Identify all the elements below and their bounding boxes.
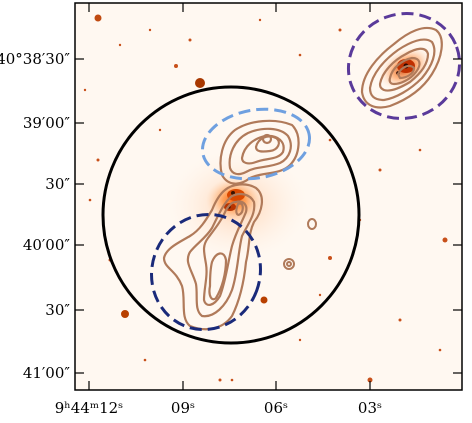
y-tick-label: 30″ bbox=[45, 301, 70, 319]
y-tick-label: 41′00″ bbox=[23, 364, 71, 382]
contours-small bbox=[283, 218, 317, 270]
contours-upper-lobe bbox=[219, 119, 300, 185]
x-tick-label: 09ˢ bbox=[171, 399, 195, 417]
y-tick-label: 40′00″ bbox=[23, 236, 71, 254]
lower-lobe-ellipse bbox=[150, 212, 262, 332]
x-tick-label: 03ˢ bbox=[358, 399, 382, 417]
y-tick-labels: -40°38′30″ 39′00″ 30″ 40′00″ 30″ 41′00″ bbox=[0, 50, 70, 382]
x-tick-label: 9ʰ44ᵐ12ˢ bbox=[55, 399, 123, 417]
contours-lower-lobe bbox=[162, 183, 263, 331]
y-ticks bbox=[75, 58, 462, 374]
x-tick-label: 06ˢ bbox=[264, 399, 288, 417]
x-tick-labels: 9ʰ44ᵐ12ˢ 09ˢ 06ˢ 03ˢ bbox=[55, 399, 382, 417]
y-tick-label: 30″ bbox=[45, 175, 70, 193]
background-sources bbox=[83, 14, 448, 383]
x-ticks bbox=[88, 3, 371, 390]
y-tick-label: 39′00″ bbox=[23, 114, 71, 132]
upper-lobe-ellipse bbox=[200, 107, 312, 181]
sky-field bbox=[83, 12, 462, 383]
contours-top-right bbox=[360, 26, 443, 109]
plot-frame bbox=[74, 2, 463, 391]
y-tick-label: -40°38′30″ bbox=[0, 50, 70, 68]
main-circle-region bbox=[101, 85, 361, 345]
